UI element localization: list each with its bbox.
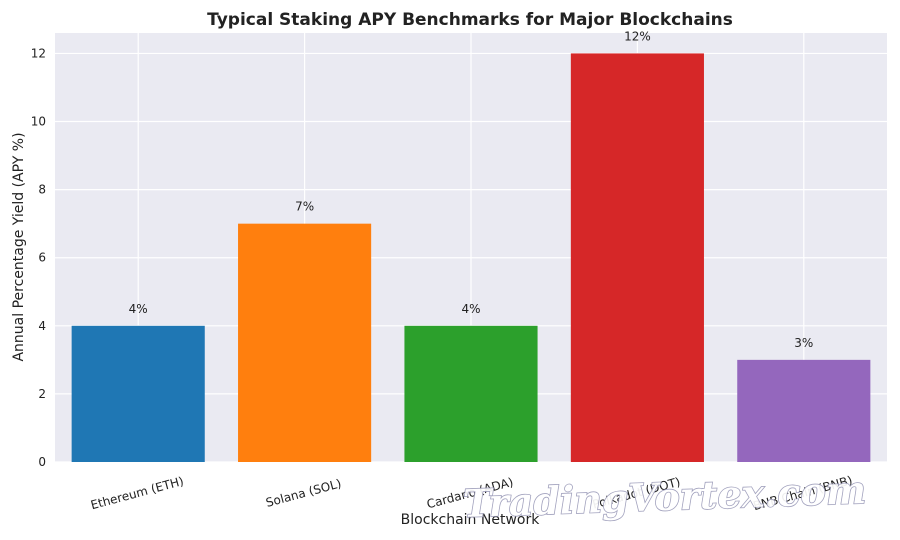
y-tick-label: 12 (31, 46, 46, 60)
y-tick-label: 4 (38, 319, 46, 333)
watermark-logo: TradingVortex.com (462, 467, 866, 526)
data-label: 7% (295, 200, 314, 214)
y-tick-label: 8 (38, 183, 46, 197)
y-tick-label: 6 (38, 251, 46, 265)
y-tick-label: 2 (38, 387, 46, 401)
data-label: 4% (461, 302, 480, 316)
bars (71, 53, 871, 463)
x-tick-label: Solana (SOL) (264, 476, 343, 510)
data-label: 3% (794, 336, 813, 350)
data-label: 4% (129, 302, 148, 316)
y-axis-label: Annual Percentage Yield (APY %) (11, 132, 27, 361)
x-axis-label: Blockchain Network (401, 512, 541, 528)
bar (570, 53, 704, 463)
chart-title: Typical Staking APY Benchmarks for Major… (207, 10, 733, 30)
data-label: 12% (624, 29, 651, 43)
y-tick-label: 0 (38, 455, 46, 469)
bar (238, 223, 372, 462)
bar (71, 325, 205, 462)
data-labels: 4% 7% 4% 12% 3% (129, 29, 814, 349)
bar (404, 325, 538, 462)
y-tick-label: 10 (31, 115, 46, 129)
y-ticks: 0 2 4 6 8 10 12 (31, 46, 46, 469)
bar (737, 359, 871, 462)
x-tick-label: Ethereum (ETH) (89, 474, 185, 512)
